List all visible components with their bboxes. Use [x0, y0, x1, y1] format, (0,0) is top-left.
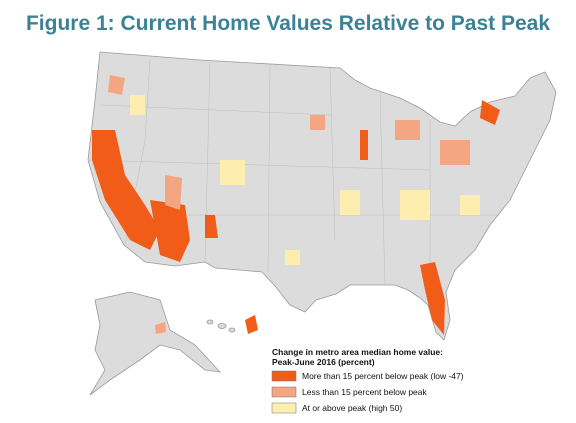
alaska — [89, 291, 222, 396]
hawaii — [206, 319, 236, 333]
metro-areas — [92, 75, 500, 335]
page-title: Figure 1: Current Home Values Relative t… — [26, 12, 550, 35]
contiguous-us — [87, 51, 557, 341]
legend-label: More than 15 percent below peak (low -47… — [302, 371, 464, 381]
legend-label: At or above peak (high 50) — [302, 403, 402, 413]
map — [87, 51, 557, 396]
legend: Change in metro area median home value:P… — [271, 347, 464, 414]
legend-swatch — [271, 370, 297, 382]
legend-label: Less than 15 percent below peak — [302, 387, 428, 397]
legend-swatch — [271, 386, 297, 398]
legend-title: Peak-June 2016 (percent) — [272, 357, 375, 367]
legend-title: Change in metro area median home value: — [272, 347, 443, 357]
legend-swatch — [271, 402, 297, 414]
